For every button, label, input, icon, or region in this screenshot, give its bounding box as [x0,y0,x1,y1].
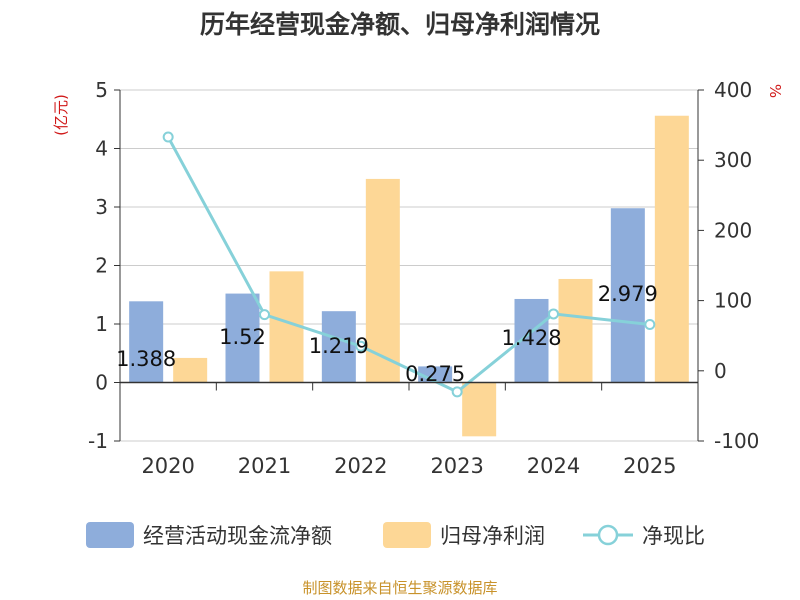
data-label-cash-flow: 1.428 [501,326,561,350]
data-label-cash-flow: 2.979 [598,282,658,306]
left-axis-unit: (亿元) [52,94,70,136]
bar-net-profit [558,278,593,383]
bar-net-profit [654,115,689,383]
bar-cash-flow [321,311,356,383]
ratio-marker [259,309,270,321]
bars [129,115,689,437]
x-tick-label: 2022 [334,454,387,478]
bar-cash-flow [129,301,164,383]
bar-net-profit [365,178,400,383]
right-axis: -100 0 100 200 300 400 [697,78,759,453]
ratio-marker [451,386,463,398]
data-label-cash-flow: 1.52 [219,325,266,349]
right-tick-label: 400 [714,78,752,102]
ratio-marker [548,308,559,320]
x-tick-label: 2024 [527,454,580,478]
right-tick-label: 100 [714,289,752,313]
right-tick-label: 0 [714,359,727,383]
x-axis: 2020 2021 2022 2023 2024 2025 [119,381,699,478]
left-tick-label: 5 [95,78,108,102]
source-note: 制图数据来自恒生聚源数据库 [302,579,497,597]
right-axis-unit: % [766,84,784,98]
x-tick-label: 2021 [238,454,291,478]
ratio-marker [162,131,174,143]
legend-label-cash-flow: 经营活动现金流净额 [143,524,332,548]
legend-swatch-cash-flow [86,522,134,548]
bar-cash-flow [610,208,645,383]
ratio-line-path [166,136,650,394]
ratio-marker [644,318,656,330]
legend: 经营活动现金流净额 归母净利润 净现比 [86,522,705,548]
x-tick-label: 2020 [141,454,194,478]
right-tick-label: -100 [714,429,759,453]
right-tick-label: 200 [714,218,752,242]
data-label-cash-flow: 1.388 [116,347,176,371]
left-tick-label: 3 [95,195,108,219]
right-tick-label: 300 [714,148,752,172]
ratio-marker [355,340,367,352]
legend-marker-ratio [597,524,619,546]
ratio-line [162,131,656,398]
legend-label-ratio: 净现比 [642,524,705,548]
left-tick-label: 2 [95,254,108,278]
legend-swatch-net-profit [383,522,431,548]
left-tick-label: 1 [95,312,108,336]
left-tick-label: 4 [95,137,108,161]
legend-label-net-profit: 归母净利润 [440,524,545,548]
x-tick-label: 2025 [623,454,676,478]
bar-cash-flow [225,293,260,383]
chart-title: 历年经营现金净额、归母净利润情况 [200,10,600,39]
left-tick-label: -1 [88,429,108,453]
grid-lines [120,89,698,442]
x-tick-label: 2023 [430,454,483,478]
bar-net-profit [173,357,208,383]
left-axis: -1 0 1 2 3 4 5 [88,78,121,453]
bar-net-profit [462,382,497,437]
left-tick-label: 0 [95,371,108,395]
data-label-cash-flow: 1.219 [309,334,369,358]
